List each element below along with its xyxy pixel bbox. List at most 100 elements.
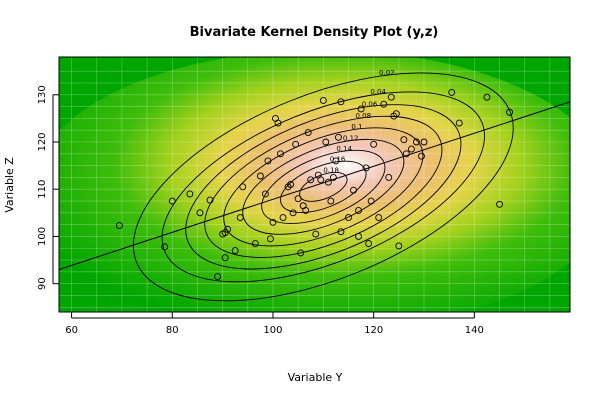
data-point [322,138,330,146]
data-point [168,197,176,205]
data-point [400,136,408,144]
data-point [307,176,315,184]
data-point [455,119,463,127]
x-tick-label: 60 [65,325,78,336]
grid [59,57,570,312]
data-point [355,207,363,214]
data-point [261,190,269,198]
data-point [365,240,373,247]
contour-label: 0.04 [370,88,386,96]
y-axis: 90 100 110 120 130 [37,85,59,290]
data-point [264,157,272,165]
data-point [312,230,320,238]
data-point [332,157,340,165]
data-point [324,178,332,186]
contour-labels: 0.02 0.04 0.06 0.08 0.1 0.12 0.14 0.16 0.18 [323,69,394,174]
data-point [370,140,378,148]
plot-frame [58,56,571,313]
x-axis: 60 80 100 120 140 [65,312,484,336]
data-point [375,214,383,222]
contour-line [185,104,462,270]
data-point [448,88,456,96]
data-points [115,88,514,281]
data-point [287,181,295,188]
data-point [392,110,400,118]
y-axis-label: Variable Z [3,157,16,213]
regression-line [59,101,570,270]
data-point [274,119,282,127]
data-point [483,93,491,101]
data-point [329,173,337,181]
data-point [236,214,244,222]
regression-line-group [59,101,570,270]
data-point [357,105,365,113]
data-point [319,96,327,104]
contour-line [204,115,443,258]
contour-line [242,138,405,235]
data-point [221,254,229,262]
data-point [407,145,415,153]
x-tick-label: 100 [263,325,282,336]
y-tick-label: 130 [37,85,48,104]
data-point [304,129,312,137]
data-point [251,240,259,247]
data-point [266,235,274,243]
data-point [269,218,277,226]
data-point [289,209,297,217]
data-point [206,196,214,204]
data-point [115,222,123,230]
contour-label: 0.12 [343,134,359,142]
data-point [317,176,325,184]
contour-line [280,160,367,213]
data-point [362,164,370,172]
x-tick-label: 140 [465,325,484,336]
x-tick-label: 80 [166,325,179,336]
data-point [334,133,342,141]
contour-line [223,127,424,247]
data-point [292,140,300,148]
x-axis-label: Variable Y [288,371,343,384]
data-point [402,150,410,158]
data-point [337,98,345,106]
chart-title: Bivariate Kernel Density Plot (y,z) [190,25,439,40]
data-point [256,172,264,180]
data-point [395,242,403,250]
data-point [231,247,239,255]
data-point [506,108,514,116]
contour-label: 0.14 [336,145,352,153]
data-point [161,243,169,251]
data-point [350,186,357,194]
y-tick-label: 90 [37,277,48,290]
data-point [214,273,222,281]
data-point [367,197,375,205]
data-point [221,229,229,237]
y-tick-label: 110 [37,180,48,199]
contour-label: 0.02 [379,69,395,77]
data-point [380,100,388,108]
data-point [294,195,302,203]
y-tick-label: 100 [37,227,48,246]
data-point [496,200,503,208]
data-point [355,232,363,240]
data-point [297,249,305,257]
data-point [196,209,204,217]
data-point [385,173,393,181]
contour-lines [132,72,514,302]
contour-line [161,91,485,283]
data-point [418,152,425,160]
data-point [387,93,395,101]
data-point [337,228,345,236]
contour-label: 0.18 [323,167,339,175]
data-point [186,190,194,198]
data-point [345,214,352,222]
data-point [412,138,420,146]
data-point [277,150,284,158]
contour-label: 0.08 [355,112,371,120]
y-tick-label: 120 [37,132,48,151]
contour-line [261,149,386,224]
contour-label: 0.1 [351,123,362,131]
contour-label: 0.16 [330,156,346,164]
data-point [327,197,335,205]
data-point [279,214,287,222]
